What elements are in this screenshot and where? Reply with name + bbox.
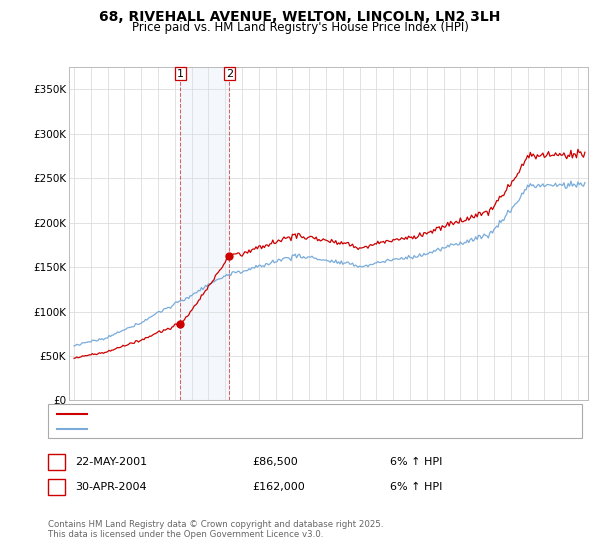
Bar	[181, 67, 229, 400]
Text: 2: 2	[226, 69, 233, 79]
Text: 30-APR-2004: 30-APR-2004	[76, 482, 147, 492]
Text: HPI: Average price, detached house, West Lindsey: HPI: Average price, detached house, West…	[92, 423, 342, 433]
Text: 6% ↑ HPI: 6% ↑ HPI	[390, 482, 442, 492]
Text: Price paid vs. HM Land Registry's House Price Index (HPI): Price paid vs. HM Land Registry's House …	[131, 21, 469, 34]
Text: 2: 2	[53, 482, 60, 492]
Text: 6% ↑ HPI: 6% ↑ HPI	[390, 457, 442, 467]
Text: 68, RIVEHALL AVENUE, WELTON, LINCOLN, LN2 3LH (detached house): 68, RIVEHALL AVENUE, WELTON, LINCOLN, LN…	[92, 409, 439, 419]
Text: 1: 1	[177, 69, 184, 79]
Text: 1: 1	[53, 457, 60, 467]
Text: £162,000: £162,000	[252, 482, 305, 492]
Text: £86,500: £86,500	[252, 457, 298, 467]
Text: 68, RIVEHALL AVENUE, WELTON, LINCOLN, LN2 3LH: 68, RIVEHALL AVENUE, WELTON, LINCOLN, LN…	[100, 10, 500, 24]
Text: Contains HM Land Registry data © Crown copyright and database right 2025.
This d: Contains HM Land Registry data © Crown c…	[48, 520, 383, 539]
Text: 22-MAY-2001: 22-MAY-2001	[76, 457, 148, 467]
